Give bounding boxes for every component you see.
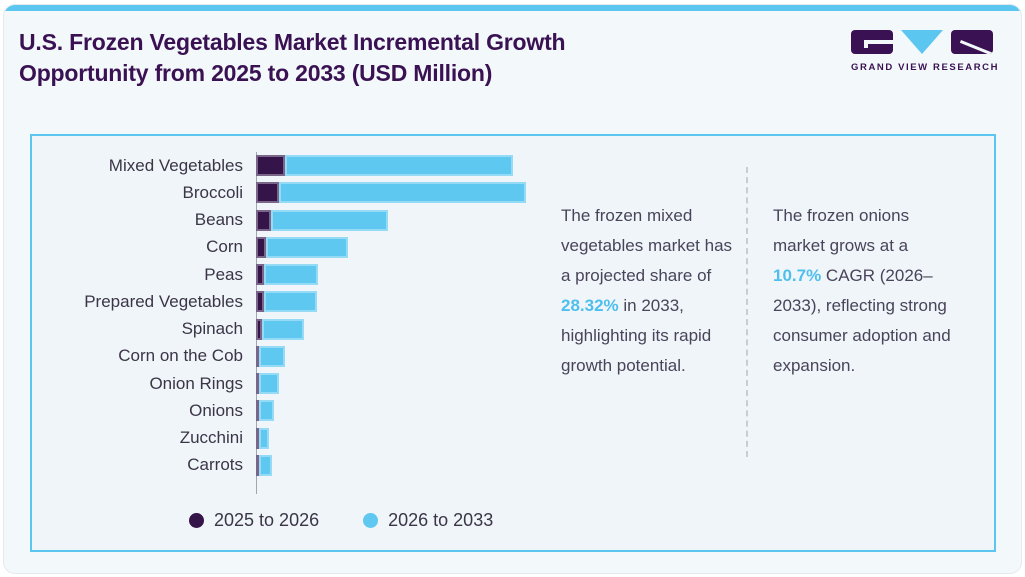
stacked-bar xyxy=(256,209,388,231)
category-label: Peas xyxy=(204,264,243,284)
bar-segment-2025-to-2026 xyxy=(256,454,259,476)
callout-text-before: The frozen onions market grows at a xyxy=(773,206,910,255)
category-label: Corn on the Cob xyxy=(118,346,243,366)
bar-segment-2025-to-2026 xyxy=(256,400,259,422)
chart-row: Zucchini xyxy=(32,425,994,452)
bar-segment-2026-to-2033 xyxy=(266,236,348,258)
category-label: Carrots xyxy=(187,455,243,475)
stacked-bar xyxy=(256,400,274,422)
chart-row: Onion Rings xyxy=(32,370,994,397)
page-title: U.S. Frozen Vegetables Market Incrementa… xyxy=(19,27,709,89)
bar-segment-2026-to-2033 xyxy=(259,345,285,367)
callout-text-after: CAGR (2026–2033), reflecting strong cons… xyxy=(773,266,951,375)
category-label: Mixed Vegetables xyxy=(108,155,243,175)
bar-segment-2025-to-2026 xyxy=(256,155,285,177)
logo-v-triangle-icon xyxy=(901,30,943,54)
legend-swatch-icon xyxy=(363,513,379,528)
bar-segment-2026-to-2033 xyxy=(258,454,272,476)
infographic-card: U.S. Frozen Vegetables Market Incrementa… xyxy=(3,4,1022,574)
legend-label: 2026 to 2033 xyxy=(388,510,494,530)
chart-row: Corn xyxy=(32,234,994,261)
bar-segment-2025-to-2026 xyxy=(256,182,279,204)
legend: 2025 to 2026 2026 to 2033 xyxy=(189,510,493,531)
bar-segment-2026-to-2033 xyxy=(264,264,318,286)
category-label: Prepared Vegetables xyxy=(84,291,243,311)
stacked-bar xyxy=(256,454,272,476)
bar-segment-2025-to-2026 xyxy=(256,236,266,258)
category-label: Beans xyxy=(194,210,243,230)
bar-segment-2026-to-2033 xyxy=(271,209,388,231)
stacked-bar xyxy=(256,291,317,313)
chart-row: Onions xyxy=(32,397,994,424)
callout-mixed-vegetables: The frozen mixed vegetables market has a… xyxy=(561,201,733,381)
bar-segment-2025-to-2026 xyxy=(256,427,259,449)
bar-segment-2025-to-2026 xyxy=(256,373,259,395)
bar-segment-2026-to-2033 xyxy=(258,400,274,422)
gvr-logo: GRAND VIEW RESEARCH xyxy=(851,30,1000,73)
bar-segment-2026-to-2033 xyxy=(264,291,317,313)
logo-g-icon xyxy=(851,30,893,54)
page-title-line2: Opportunity from 2025 to 2033 (USD Milli… xyxy=(19,60,493,86)
chart-row: Spinach xyxy=(32,316,994,343)
bar-segment-2025-to-2026 xyxy=(256,318,262,340)
bar-segment-2026-to-2033 xyxy=(285,155,513,177)
stacked-bar xyxy=(256,318,304,340)
stacked-bar xyxy=(256,264,318,286)
stacked-bar xyxy=(256,373,279,395)
dashed-divider xyxy=(746,167,748,457)
legend-swatch-icon xyxy=(189,513,204,528)
category-label: Broccoli xyxy=(182,182,243,202)
callout-text-after: in 2033, highlighting its rapid growth p… xyxy=(561,296,712,375)
chart-row: Corn on the Cob xyxy=(32,343,994,370)
accent-top-strip xyxy=(4,5,1021,11)
chart-rows: Mixed Vegetables Broccoli Beans Corn Peas Pre… xyxy=(32,152,994,479)
callout-onions: The frozen onions market grows at a 10.7… xyxy=(773,201,961,381)
chart-panel: Mixed Vegetables Broccoli Beans Corn Peas Pre… xyxy=(30,134,996,552)
chart-row: Peas xyxy=(32,261,994,288)
callout-highlight-cagr: 10.7% xyxy=(773,266,822,285)
page-title-line1: U.S. Frozen Vegetables Market Incrementa… xyxy=(19,29,566,55)
bar-segment-2026-to-2033 xyxy=(258,427,269,449)
legend-label: 2025 to 2026 xyxy=(214,510,320,530)
brand-name: GRAND VIEW RESEARCH xyxy=(851,62,1000,73)
chart-row: Prepared Vegetables xyxy=(32,288,994,315)
callout-text-before: The frozen mixed vegetables market has a… xyxy=(561,206,733,285)
legend-item: 2026 to 2033 xyxy=(363,510,493,531)
stacked-bar xyxy=(256,155,513,177)
bar-segment-2025-to-2026 xyxy=(256,291,264,313)
bar-segment-2025-to-2026 xyxy=(256,345,259,367)
stacked-bar xyxy=(256,182,526,204)
chart-row: Carrots xyxy=(32,452,994,479)
category-label: Corn xyxy=(206,237,243,257)
chart-row: Broccoli xyxy=(32,179,994,206)
stacked-bar xyxy=(256,236,348,258)
chart-row: Mixed Vegetables xyxy=(32,152,994,179)
stacked-bar xyxy=(256,427,269,449)
bar-segment-2026-to-2033 xyxy=(279,182,526,204)
chart-row: Beans xyxy=(32,207,994,234)
category-label: Onions xyxy=(189,400,243,420)
category-label: Onion Rings xyxy=(149,373,243,393)
bar-segment-2026-to-2033 xyxy=(262,318,304,340)
bar-segment-2025-to-2026 xyxy=(256,264,264,286)
bar-segment-2026-to-2033 xyxy=(259,373,279,395)
gvr-logo-marks xyxy=(851,30,993,55)
bar-segment-2025-to-2026 xyxy=(256,209,271,231)
category-label: Spinach xyxy=(181,319,243,339)
legend-item: 2025 to 2026 xyxy=(189,510,319,531)
category-label: Zucchini xyxy=(179,428,243,448)
callout-highlight-share: 28.32% xyxy=(561,296,619,315)
stacked-bar xyxy=(256,345,285,367)
logo-r-icon xyxy=(951,30,993,54)
